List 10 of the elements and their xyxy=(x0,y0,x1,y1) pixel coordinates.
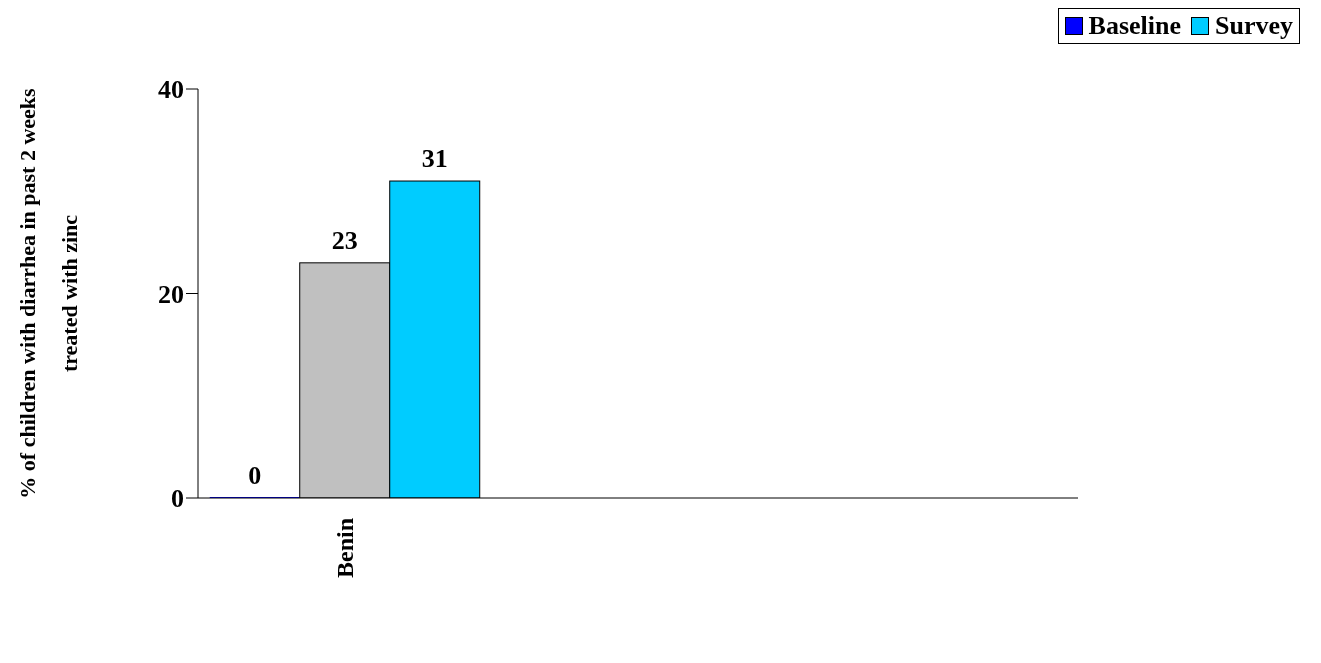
legend-label: Baseline xyxy=(1087,11,1181,41)
y-tick-label: 0 xyxy=(171,484,184,514)
y-axis-title: % of children with diarrhea in past 2 weeks treated with zinc xyxy=(15,87,82,499)
data-label: 23 xyxy=(331,225,358,255)
y-tick-label: 20 xyxy=(158,279,184,309)
legend-label: Survey xyxy=(1214,11,1293,41)
x-tick-label: Benin xyxy=(331,518,358,579)
y-tick-label: 40 xyxy=(158,75,184,105)
data-label: 31 xyxy=(421,144,448,174)
data-label: 0 xyxy=(248,461,262,490)
